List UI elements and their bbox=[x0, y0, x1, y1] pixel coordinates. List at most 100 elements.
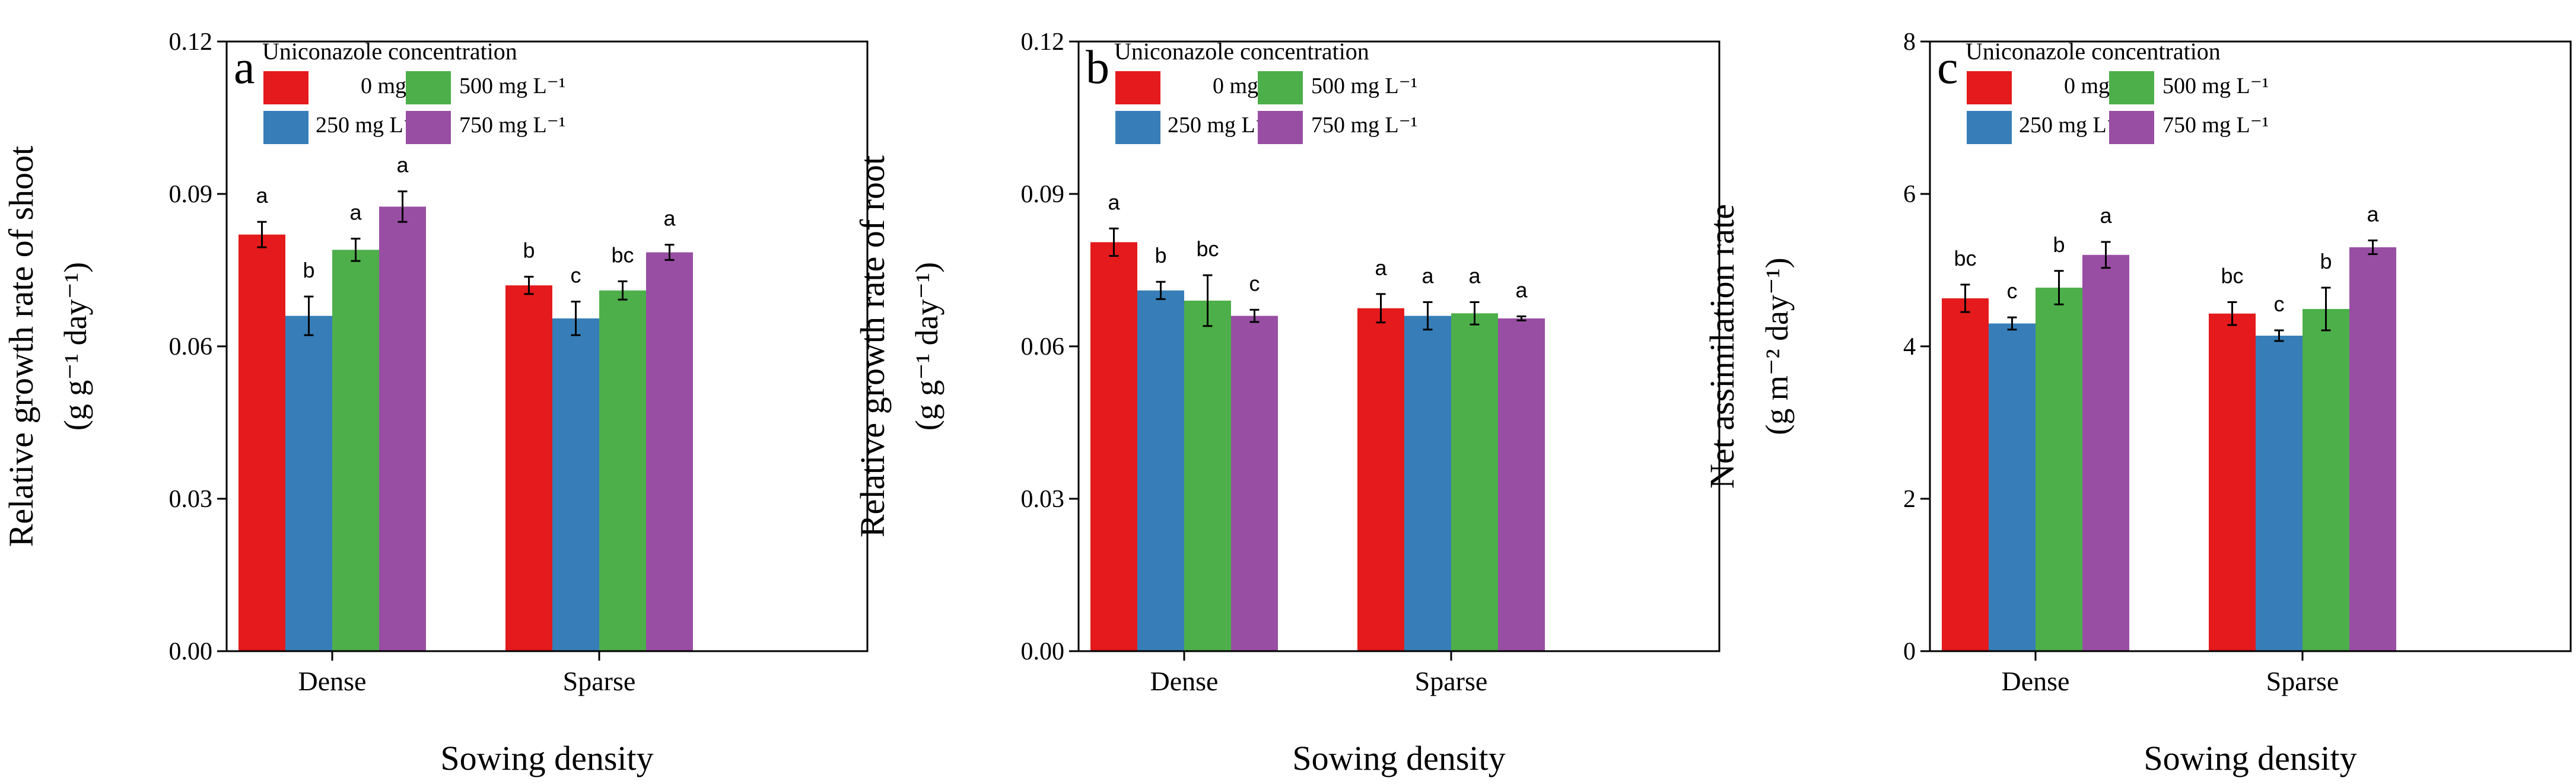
legend-label-1: 250 mg L⁻¹ bbox=[2019, 113, 2125, 138]
bar bbox=[2349, 247, 2396, 651]
bar bbox=[1090, 242, 1137, 652]
bar bbox=[285, 315, 332, 651]
significance-letter: a bbox=[1375, 256, 1387, 280]
y-tick-label: 0.06 bbox=[1021, 333, 1065, 361]
legend-swatch-0 bbox=[263, 71, 309, 104]
y-tick-label: 0.09 bbox=[169, 181, 213, 208]
y-tick-label: 0.00 bbox=[1021, 638, 1065, 665]
x-tick-label: Sparse bbox=[2266, 666, 2339, 696]
bar bbox=[238, 234, 285, 651]
significance-letter: bc bbox=[611, 243, 634, 267]
legend-label-2: 500 mg L⁻¹ bbox=[2162, 74, 2269, 98]
significance-letter: c bbox=[2274, 292, 2285, 316]
y-tick-label: 0 bbox=[1903, 638, 1916, 665]
legend-swatch-3 bbox=[1258, 111, 1303, 144]
bar bbox=[2209, 313, 2256, 651]
y-axis-label: Relative growth rate of shoot bbox=[2, 146, 40, 547]
bar bbox=[1404, 315, 1451, 651]
legend-swatch-2 bbox=[1258, 71, 1303, 104]
legend-label-3: 750 mg L⁻¹ bbox=[1311, 113, 1417, 138]
legend-swatch-0 bbox=[1115, 71, 1160, 104]
significance-letter: b bbox=[523, 238, 535, 263]
bar bbox=[1137, 290, 1184, 651]
significance-letter: a bbox=[2100, 203, 2112, 228]
bar bbox=[1498, 318, 1545, 651]
bar bbox=[552, 318, 599, 651]
significance-letter: b bbox=[2053, 232, 2065, 257]
significance-letter: c bbox=[2007, 279, 2018, 303]
y-axis-unit-label: (g g⁻¹ day⁻¹) bbox=[909, 262, 944, 431]
legend-swatch-1 bbox=[1115, 111, 1160, 144]
significance-letter: bc bbox=[1954, 246, 1976, 270]
significance-letter: b bbox=[1155, 243, 1166, 267]
y-axis-label: Net assimilation rate bbox=[1703, 204, 1741, 489]
bar bbox=[2256, 336, 2303, 651]
bar bbox=[599, 290, 646, 651]
y-tick-label: 0.12 bbox=[1021, 28, 1065, 56]
legend-label-3: 750 mg L⁻¹ bbox=[459, 113, 565, 138]
x-axis-label: Sowing density bbox=[440, 739, 653, 777]
legend-swatch-2 bbox=[2109, 71, 2154, 104]
bar bbox=[1989, 323, 2036, 651]
bar bbox=[646, 252, 693, 651]
y-tick-label: 0.00 bbox=[169, 638, 213, 665]
x-tick-label: Dense bbox=[1150, 666, 1219, 696]
significance-letter: a bbox=[1108, 190, 1120, 214]
bar bbox=[505, 285, 552, 651]
y-tick-label: 6 bbox=[1903, 181, 1916, 208]
legend-label-2: 500 mg L⁻¹ bbox=[459, 74, 565, 98]
bar bbox=[1451, 313, 1498, 651]
legend-swatch-1 bbox=[1967, 111, 2012, 144]
x-axis-label: Sowing density bbox=[1292, 739, 1505, 777]
y-tick-label: 0.09 bbox=[1021, 181, 1065, 208]
panel-letter: a bbox=[234, 42, 255, 94]
y-tick-label: 0.06 bbox=[169, 333, 213, 361]
y-tick-label: 0.12 bbox=[169, 28, 213, 56]
significance-letter: a bbox=[2367, 202, 2379, 226]
significance-letter: a bbox=[1468, 263, 1481, 288]
x-tick-label: Dense bbox=[2002, 666, 2070, 696]
legend-swatch-2 bbox=[406, 71, 451, 104]
bar bbox=[332, 250, 379, 651]
significance-letter: a bbox=[663, 206, 676, 231]
legend-swatch-3 bbox=[406, 111, 451, 144]
y-axis-unit-label: (g m⁻² day⁻¹) bbox=[1759, 257, 1795, 435]
y-tick-label: 0.03 bbox=[169, 486, 213, 513]
significance-letter: a bbox=[256, 183, 268, 208]
significance-letter: c bbox=[571, 263, 581, 288]
y-axis-label: Relative growth rate of root bbox=[853, 155, 892, 537]
bar bbox=[1231, 315, 1278, 651]
significance-letter: a bbox=[349, 200, 362, 224]
significance-letter: c bbox=[1249, 271, 1260, 295]
legend-label-3: 750 mg L⁻¹ bbox=[2162, 113, 2269, 138]
significance-letter: a bbox=[1421, 263, 1434, 288]
significance-letter: a bbox=[396, 153, 409, 177]
significance-letter: a bbox=[1515, 278, 1528, 302]
panel-letter: b bbox=[1086, 42, 1109, 94]
bar bbox=[379, 206, 426, 652]
bar bbox=[2036, 288, 2082, 651]
legend-label-1: 250 mg L⁻¹ bbox=[1168, 113, 1274, 138]
legend-swatch-3 bbox=[2109, 111, 2154, 144]
legend-swatch-1 bbox=[263, 111, 309, 144]
x-axis-label: Sowing density bbox=[2144, 739, 2356, 777]
x-tick-label: Sparse bbox=[1415, 666, 1488, 696]
x-tick-label: Dense bbox=[298, 666, 367, 696]
y-tick-label: 2 bbox=[1903, 486, 1916, 513]
significance-letter: b bbox=[2320, 249, 2332, 273]
legend-swatch-0 bbox=[1967, 71, 2012, 104]
x-tick-label: Sparse bbox=[563, 666, 636, 696]
y-tick-label: 4 bbox=[1903, 333, 1916, 361]
y-tick-label: 8 bbox=[1903, 28, 1916, 56]
legend-label-2: 500 mg L⁻¹ bbox=[1311, 74, 1417, 98]
y-tick-label: 0.03 bbox=[1021, 486, 1065, 513]
bar bbox=[1184, 300, 1231, 651]
significance-letter: bc bbox=[2221, 263, 2243, 288]
significance-letter: b bbox=[303, 258, 314, 282]
bar bbox=[2082, 254, 2129, 651]
